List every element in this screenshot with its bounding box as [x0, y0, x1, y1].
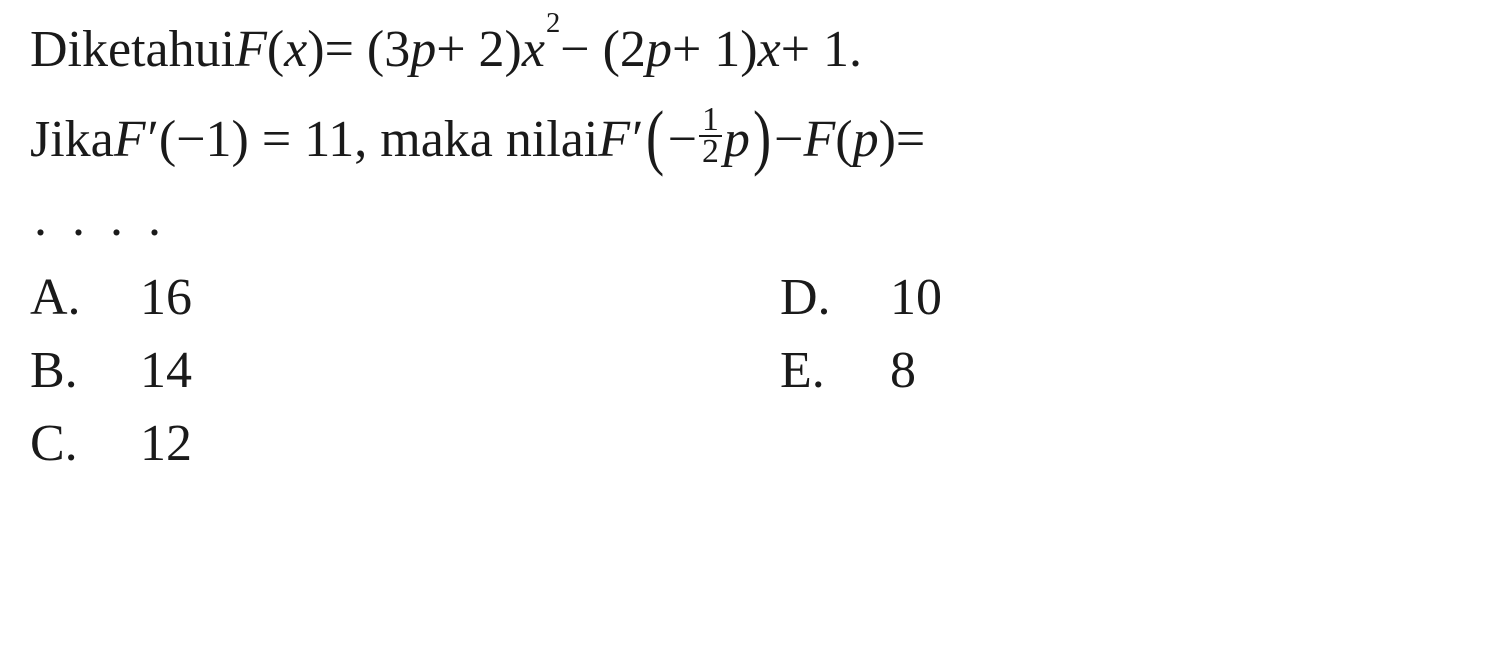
option-e[interactable]: E. 8 [780, 341, 970, 400]
option-e-value: 8 [890, 341, 970, 400]
var-p-2: p [646, 20, 672, 79]
func-F: F [235, 20, 267, 79]
option-d-value: 10 [890, 268, 970, 327]
option-d[interactable]: D. 10 [780, 268, 970, 327]
option-c-letter: C. [30, 414, 100, 473]
options-list: A. 16 D. 10 B. 14 E. 8 C. 12 [30, 268, 1481, 473]
option-b[interactable]: B. 14 [30, 341, 220, 400]
option-b-letter: B. [30, 341, 100, 400]
var-p-4: p [853, 110, 879, 169]
open-paren: ( [267, 20, 284, 79]
options-row-3: C. 12 [30, 414, 1481, 473]
arg-neg1-eq-11: (−1) = 11, maka nilai [159, 110, 598, 169]
frac-den: 2 [699, 137, 722, 167]
options-row-2: B. 14 E. 8 [30, 341, 1481, 400]
open-paren-2: ( [835, 110, 852, 169]
equals-end: = [896, 110, 925, 169]
close-paren-2: ) [879, 110, 896, 169]
big-paren-open: ( [646, 95, 664, 179]
option-c[interactable]: C. 12 [30, 414, 220, 473]
func-F-2: F [114, 110, 146, 169]
option-b-value: 14 [140, 341, 220, 400]
exponent-2: 2 [546, 8, 560, 40]
prime-2: ′ [632, 110, 643, 169]
option-c-value: 12 [140, 414, 220, 473]
var-x: x [284, 20, 307, 79]
func-F-3: F [598, 110, 630, 169]
problem-line-2: Jika F ′ (−1) = 11, maka nilai F ′ ( − 1… [30, 97, 1481, 181]
ellipsis-dots: . . . . [30, 189, 1481, 248]
fraction-half: 1 2 [699, 105, 722, 168]
option-a-letter: A. [30, 268, 100, 327]
var-p-1: p [410, 20, 436, 79]
minus-sign: − [668, 110, 697, 169]
prime-1: ′ [148, 110, 159, 169]
plus-2-close: + 2) [436, 20, 522, 79]
option-a-value: 16 [140, 268, 220, 327]
options-row-1: A. 16 D. 10 [30, 268, 1481, 327]
close-paren: ) [307, 20, 324, 79]
option-d-letter: D. [780, 268, 850, 327]
option-e-letter: E. [780, 341, 850, 400]
var-p-3: p [724, 110, 750, 169]
var-x3: x [758, 20, 781, 79]
problem-line-1: Diketahui F ( x ) = (3 p + 2) x 2 − (2 p… [30, 20, 1481, 79]
big-paren-close: ) [753, 95, 771, 179]
func-F-4: F [804, 110, 836, 169]
tail-plus-1: + 1. [781, 20, 862, 79]
plus-1-close: + 1) [672, 20, 758, 79]
minus-Fp: − [774, 110, 803, 169]
var-x2: x [522, 20, 545, 79]
text-jika: Jika [30, 110, 114, 169]
option-a[interactable]: A. 16 [30, 268, 220, 327]
eq-3: = (3 [325, 20, 411, 79]
minus-2p: − (2 [560, 20, 646, 79]
text-diketahui: Diketahui [30, 20, 235, 79]
